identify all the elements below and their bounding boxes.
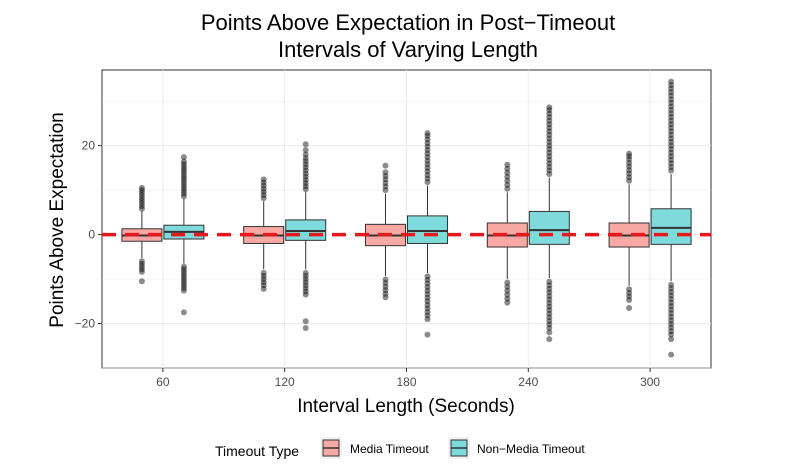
legend: Timeout Type Media Timeout Non−Media Tim… — [215, 437, 585, 459]
outlier-point — [626, 151, 632, 157]
outlier-point — [139, 278, 145, 284]
legend-label-media: Media Timeout — [350, 442, 429, 456]
outlier-point — [303, 141, 309, 147]
outlier-point — [626, 297, 632, 303]
outlier-point — [626, 305, 632, 311]
box-body — [651, 209, 691, 245]
x-axis: 60 120 180 240 300 — [156, 368, 660, 389]
y-tick-label: 20 — [82, 139, 96, 153]
x-tick-label: 240 — [518, 375, 538, 389]
outlier-point — [504, 162, 510, 168]
outlier-point — [546, 336, 552, 342]
outlier-point — [303, 147, 309, 153]
outlier-point — [261, 176, 267, 182]
outlier-point — [546, 104, 552, 110]
y-tick-label: −20 — [75, 317, 96, 331]
outlier-point — [303, 318, 309, 324]
y-axis-title: Points Above Expectation — [47, 112, 68, 327]
outlier-point — [383, 169, 389, 175]
y-tick-label: 0 — [88, 228, 95, 242]
outlier-point — [425, 332, 431, 338]
outlier-point — [181, 309, 187, 315]
outlier-point — [181, 154, 187, 160]
outlier-point — [425, 130, 431, 136]
outlier-point — [139, 185, 145, 191]
legend-entry-non-media: Non−Media Timeout — [448, 437, 585, 459]
outlier-point — [261, 286, 267, 292]
legend-title: Timeout Type — [215, 443, 299, 459]
x-tick-label: 60 — [156, 375, 170, 389]
legend-label-non-media: Non−Media Timeout — [477, 442, 585, 456]
outlier-point — [181, 288, 187, 294]
y-axis: 20 0 −20 — [75, 139, 102, 331]
outlier-point — [668, 79, 674, 85]
outlier-point — [546, 329, 552, 335]
outlier-point — [425, 316, 431, 322]
outlier-point — [504, 300, 510, 306]
x-tick-label: 300 — [640, 375, 660, 389]
outlier-point — [303, 292, 309, 298]
outlier-point — [668, 352, 674, 358]
x-tick-label: 180 — [396, 375, 416, 389]
legend-entry-media: Media Timeout — [320, 437, 429, 459]
box-body — [529, 211, 569, 244]
outlier-point — [668, 336, 674, 342]
box-body — [408, 216, 448, 244]
outlier-point — [139, 269, 145, 275]
x-axis-title: Interval Length (Seconds) — [297, 396, 515, 417]
outlier-point — [383, 163, 389, 169]
x-tick-label: 120 — [275, 375, 295, 389]
outlier-point — [303, 325, 309, 331]
chart-title-line-1: Points Above Expectation in Post−Timeout — [201, 10, 615, 35]
outlier-point — [383, 294, 389, 300]
chart-title-line-2: Intervals of Varying Length — [278, 37, 538, 62]
